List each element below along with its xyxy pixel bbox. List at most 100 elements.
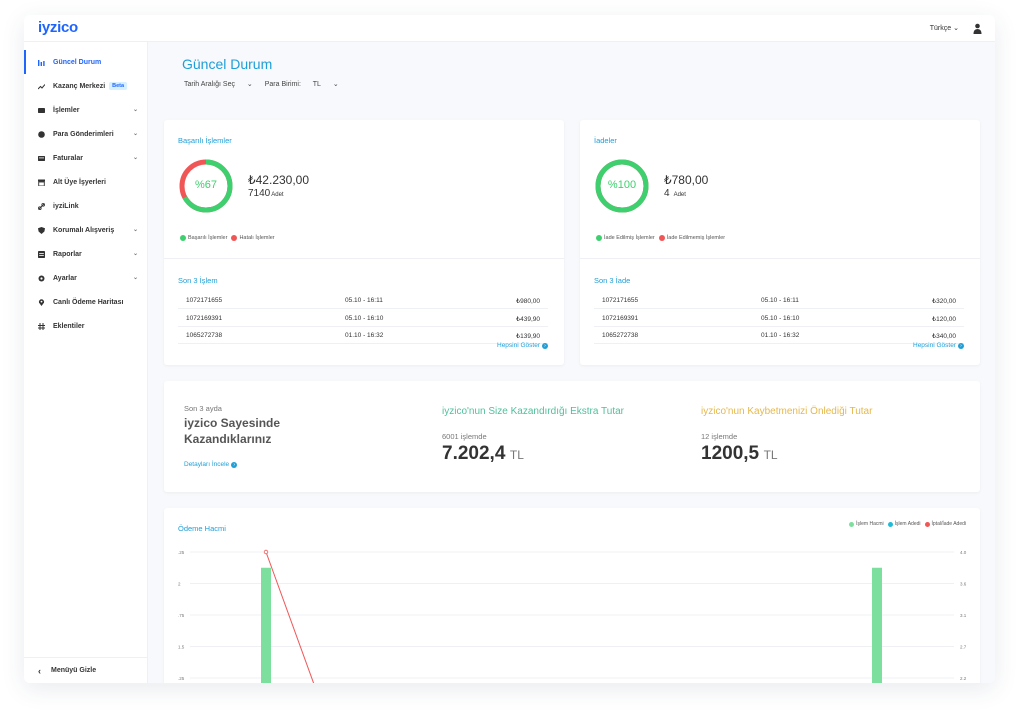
success-amount: ₺42.230,00 [248,173,310,187]
sidebar-item-3[interactable]: Para Gönderimleri ⌄ [24,122,147,146]
chevron-down-icon: ⌄ [132,107,138,113]
date-range-select[interactable]: Tarih Aralığı Seç ⌄ [184,81,253,88]
transaction-date: 05.10 - 16:11 [345,297,383,304]
sidebar-item-1[interactable]: Kazanç Merkezi Beta [24,74,147,98]
transaction-amount: ₺980,00 [515,298,540,305]
success-legend: Başarılı İşlemler Hatalı İşlemler [180,235,275,241]
sidebar-item-8[interactable]: Raporlar ⌄ [24,242,147,266]
card-title: Başarılı İşlemler [178,136,232,145]
sidebar-item-6[interactable]: iyziLink [24,194,147,218]
arrow-right-icon: › [542,343,548,349]
logo[interactable]: iyzico [38,19,78,36]
sidebar-item-7[interactable]: Korumalı Alışveriş ⌄ [24,218,147,242]
sidebar-item-label: iyziLink [53,202,79,210]
legend-dot-red [231,235,238,241]
arrow-right-icon: › [231,462,238,468]
legend-dot-red [658,235,665,241]
extra-title: iyzico'nun Size Kazandırdığı Ekstra Tuta… [442,406,624,417]
transaction-amount: ₺120,00 [931,315,956,323]
transaction-amount: ₺139,90 [515,333,540,340]
sidebar-item-10[interactable]: Canlı Ödeme Haritası [24,290,147,314]
y-right-tick: 3.6 [960,582,967,587]
refund-legend: İade Edilmiş İşlemler İade Edilmemiş İşl… [596,235,725,241]
show-all-link[interactable]: Hepsini Göster › [497,342,548,349]
sidebar-item-label: Faturalar [53,154,83,162]
chevron-down-icon: ⌄ [132,131,138,137]
hide-menu-label: Menüyü Gizle [51,667,97,674]
sidebar-item-label: Kazanç Merkezi [53,82,106,90]
sidebar-item-label: Raporlar [53,250,82,258]
sidebar-item-label: Canlı Ödeme Haritası [53,298,124,306]
transaction-date: 05.10 - 16:10 [761,314,800,322]
y-left-tick: .25 [178,550,185,555]
extra-sub: 6001 işlemde [442,432,487,441]
extra-value: 7.202,4 TL [442,443,524,464]
refund-point[interactable] [263,549,269,555]
chevron-down-icon: ⌄ [132,227,138,233]
table-row[interactable]: 1072169391 05.10 - 16:10 ₺120,00 [594,310,964,327]
legend-dot-count [887,521,893,527]
currency-select[interactable]: Para Birimi: TL ⌄ [264,81,339,88]
language-label: Türkçe [929,25,952,32]
transaction-amount: ₺320,00 [931,298,956,305]
details-link[interactable]: Detayları İncele › [184,461,238,468]
sidebar-item-4[interactable]: Faturalar ⌄ [24,146,147,170]
sidebar-item-label: Alt Üye İşyerleri [53,178,106,186]
transaction-id: 1065272738 [602,332,639,339]
plugin-icon [38,322,45,330]
table-row[interactable]: 1065272738 01.10 - 16:32 ₺340,00 [594,327,964,344]
arrow-right-icon: › [958,343,964,349]
success-donut: %67 [178,158,234,214]
y-right-tick: 2.7 [960,645,967,650]
donut-chart [595,159,649,213]
language-select[interactable]: Türkçe ⌄ [930,24,959,32]
sidebar-item-0[interactable]: Güncel Durum [24,50,147,74]
payment-volume-card: Ödeme Hacmi İşlem Hacmi İşlem Adedi İpta… [164,508,980,683]
table-row[interactable]: 1065272738 01.10 - 16:32 ₺139,90 [178,327,548,344]
user-icon[interactable] [973,23,982,34]
y-left-tick: 2 [178,582,181,587]
store-icon [38,179,45,186]
volume-bar[interactable] [261,567,271,683]
earnings-title-1: iyzico Sayesinde [184,416,281,430]
hide-menu-button[interactable]: ‹ Menüyü Gizle [24,657,147,683]
show-all-link[interactable]: Hepsini Göster › [913,342,964,349]
sidebar-item-2[interactable]: İşlemler ⌄ [24,98,147,122]
chevron-left-icon: ‹ [38,665,41,676]
sidebar-item-11[interactable]: Eklentiler [24,314,147,338]
success-count: 7140Adet [248,188,284,199]
trend-icon [37,83,46,90]
refund-line [265,551,315,683]
transaction-date: 01.10 - 16:32 [761,332,800,339]
shield-icon [38,226,45,234]
report-icon [38,250,45,258]
sidebar-item-5[interactable]: Alt Üye İşyerleri [24,170,147,194]
table-row[interactable]: 1072171655 05.10 - 16:11 ₺980,00 [178,292,548,309]
table-row[interactable]: 1072171655 05.10 - 16:11 ₺320,00 [594,292,964,309]
invoice-icon [38,155,45,162]
chevron-down-icon: ⌄ [953,25,959,32]
volume-bar[interactable] [872,567,882,683]
recent-title: Son 3 İade [594,276,631,285]
link-icon [37,202,45,210]
beta-badge: Beta [109,82,128,90]
chevron-down-icon: ⌄ [132,155,138,161]
refund-donut: %100 [594,158,650,214]
refund-count: 4 Adet [664,188,686,199]
chart-legend: İşlem Hacmi İşlem Adedi İptal/İade Adedi [849,521,966,527]
chevron-down-icon: ⌄ [132,251,138,257]
refund-percent: %100 [607,179,637,191]
table-row[interactable]: 1072169391 05.10 - 16:10 ₺439,90 [178,310,548,327]
transaction-date: 05.10 - 16:11 [761,297,799,304]
sidebar-item-label: İşlemler [53,106,80,114]
saved-title: iyzico'nun Kaybetmenizi Önlediği Tutar [701,406,873,417]
sidebar-item-label: Para Gönderimleri [53,130,114,138]
sidebar-item-9[interactable]: Ayarlar ⌄ [24,266,147,290]
recent-title: Son 3 İşlem [178,276,218,285]
card-icon [38,107,45,114]
earnings-period: Son 3 ayda [184,404,222,413]
y-right-tick: 4.0 [960,550,967,555]
refund-amount: ₺780,00 [664,173,709,187]
transaction-amount: ₺340,00 [931,333,956,340]
refund-card: İadeler %100 ₺780,00 4 Adet İade Edilmiş … [580,120,980,365]
